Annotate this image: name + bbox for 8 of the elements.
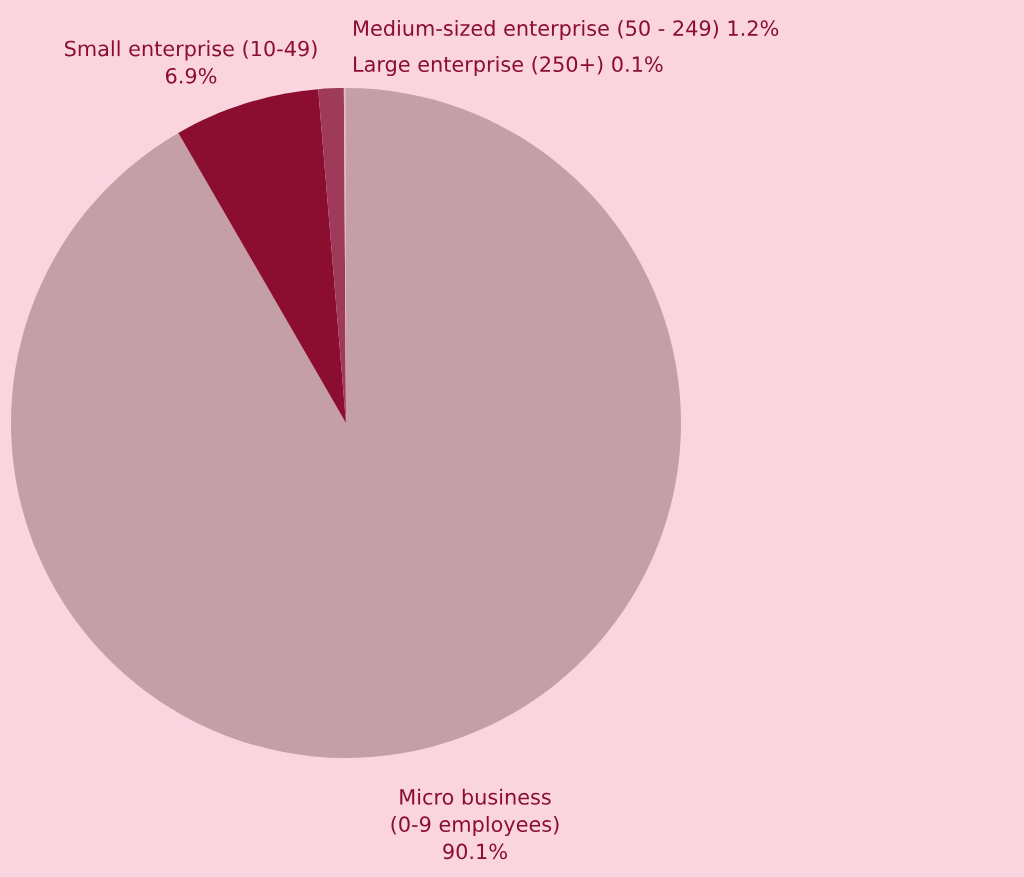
pie-slice <box>11 88 681 758</box>
slice-label: Medium-sized enterprise (50 - 249) 1.2% <box>354 19 779 41</box>
slice-label: Large enterprise (250+) 0.1% <box>354 55 663 77</box>
pie-slice <box>178 89 346 423</box>
data-label: 90.1% <box>443 843 507 860</box>
slice-label: Micro business (0-9 employees) <box>391 788 559 837</box>
data-label: 6.9% <box>165 67 217 84</box>
slice-label: Small enterprise (10-49) <box>65 40 317 61</box>
